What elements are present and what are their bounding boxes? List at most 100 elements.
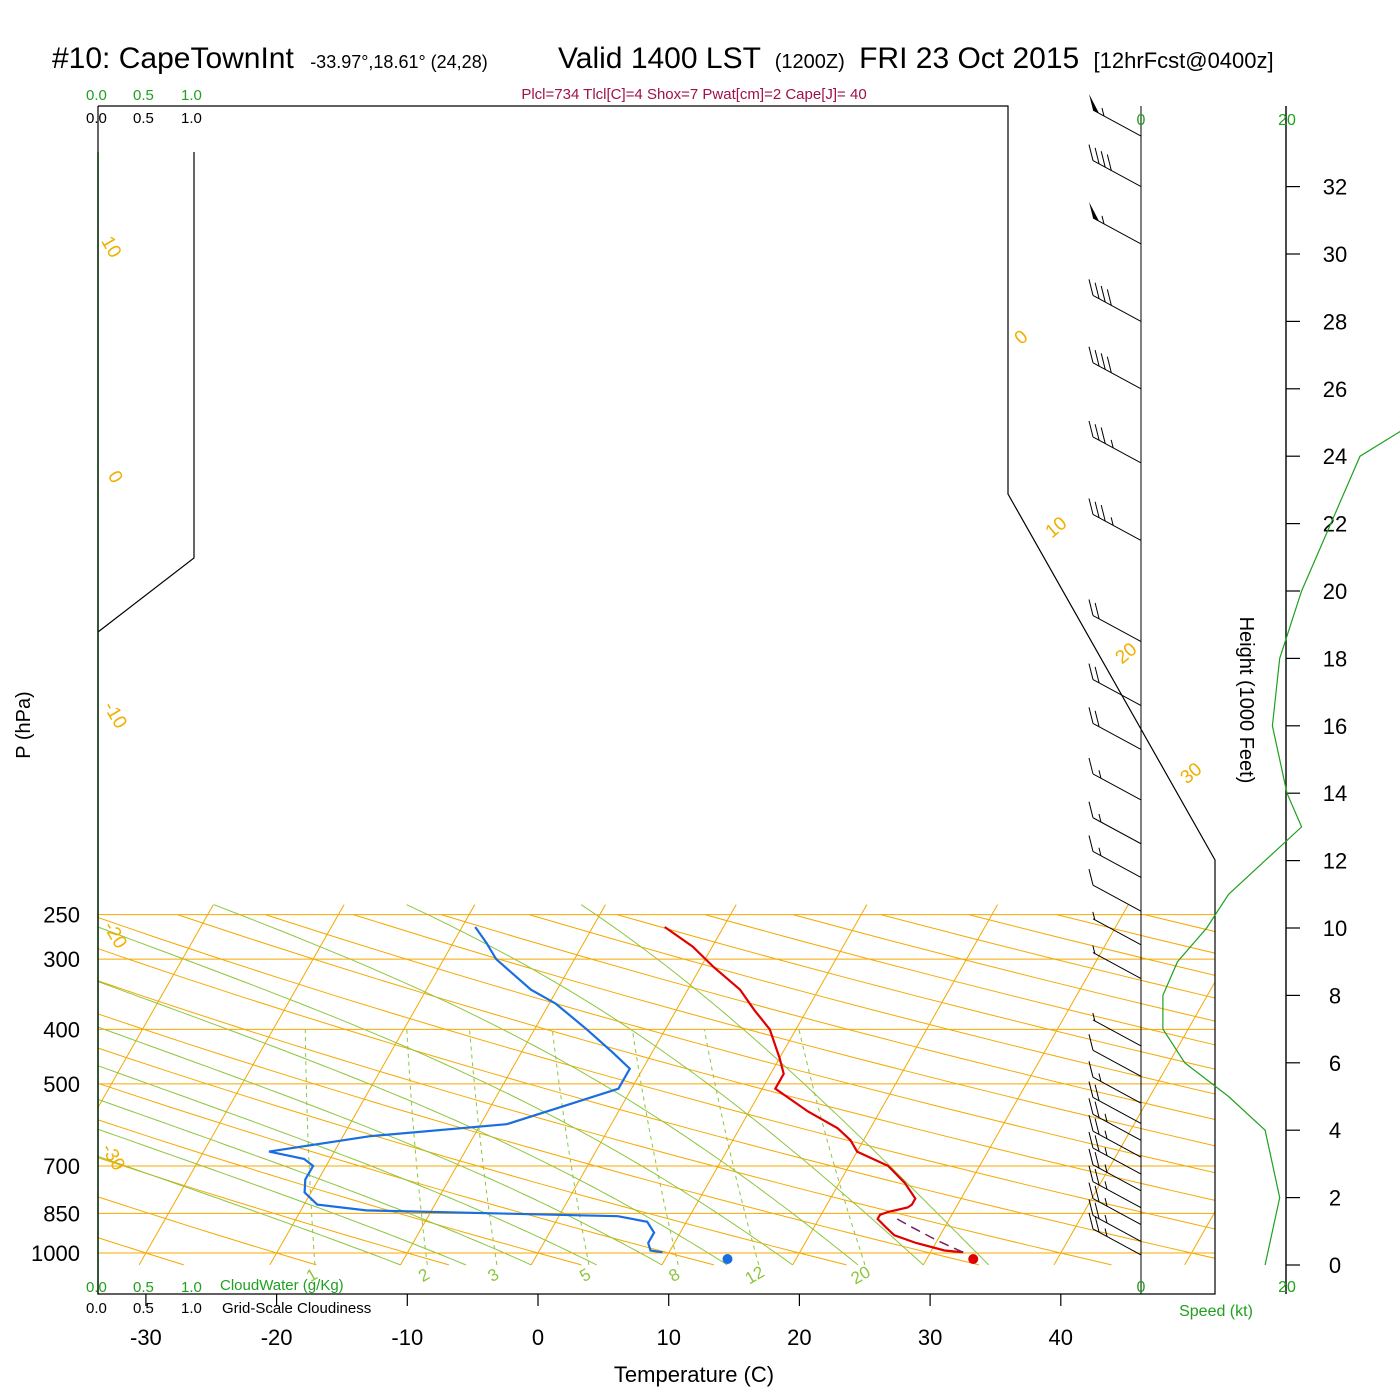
wind-barb	[1088, 1061, 1142, 1104]
wind-barb	[1088, 599, 1142, 642]
wind-barb-half-feather	[1104, 1164, 1108, 1173]
wind-barb-shaft	[1092, 362, 1142, 390]
isotherm-20	[792, 904, 999, 1266]
wind-barb-feather	[1088, 599, 1094, 616]
valid-date: FRI 23 Oct 2015	[859, 42, 1079, 75]
mixing-ratio-label: 12	[742, 1262, 768, 1288]
wind-barb	[1092, 911, 1142, 946]
wind-barb-feather	[1088, 835, 1094, 852]
dry-adiabat--10	[98, 1157, 450, 1266]
station-name: #10: CapeTownInt	[52, 42, 294, 75]
wind-barb-shaft	[1092, 514, 1142, 541]
wind-barb-half-feather	[1101, 107, 1105, 117]
cloud-green-0: 0.0	[86, 87, 107, 104]
chart-title: #10: CapeTownInt -33.97°,18.61° (24,28)	[52, 42, 488, 75]
speed-tick-label-bottom: 0	[1137, 1279, 1146, 1296]
wind-barb-feather	[1088, 869, 1094, 886]
wind-barb-shaft	[1092, 109, 1142, 137]
moist-adiabat-25	[213, 904, 859, 1266]
wind-barb-feather	[1100, 427, 1106, 444]
wind-barb	[1088, 1115, 1142, 1158]
wind-barb-shaft	[1092, 817, 1142, 845]
wind-barb-feather	[1088, 1098, 1094, 1115]
wind-barb-feather	[1088, 1165, 1094, 1182]
wind-barb	[1088, 1165, 1142, 1209]
wind-barb-feather	[1088, 1034, 1094, 1051]
isotherm-label: -30	[97, 1140, 129, 1174]
isotherm-label: 20	[1112, 639, 1142, 669]
wind-barb-half-feather	[1104, 1147, 1108, 1156]
valid-utc: (1200Z)	[775, 51, 845, 73]
dry-adiabat-150	[880, 914, 1215, 999]
mixing-ratio-lines: 1 2 3 5 8 12 20	[303, 1029, 874, 1288]
wind-barb-half-feather	[1101, 215, 1105, 224]
wind-barb-feather	[1106, 356, 1112, 373]
pressure-tick-label: 700	[43, 1154, 80, 1179]
wind-barb-half-feather	[1104, 1181, 1108, 1190]
height-tick-label: 4	[1329, 1118, 1341, 1143]
wind-barb-shaft	[1092, 1019, 1142, 1047]
wind-speed-profile	[1162, 430, 1400, 1266]
moist-adiabat-10	[98, 1026, 663, 1266]
isotherm-30	[922, 904, 1129, 1266]
pressure-tick-label: 400	[43, 1017, 80, 1042]
wind-barb	[1089, 94, 1142, 137]
temperature-line	[664, 926, 964, 1254]
wind-barb-half-feather	[1098, 847, 1102, 856]
cloud-black-b1: 0.5	[133, 1300, 154, 1317]
speed-tick-label-bottom: 20	[1278, 1279, 1296, 1296]
wind-barb-feather	[1094, 1152, 1100, 1169]
valid-time: Valid 1400 LST (1200Z) FRI 23 Oct 2015 […	[558, 42, 1274, 75]
isotherm-label: -20	[99, 918, 131, 952]
wind-barb	[1088, 1182, 1142, 1225]
isotherm-label: 10	[1042, 513, 1072, 543]
wind-barb-shaft	[1092, 436, 1142, 464]
wind-barb	[1088, 757, 1142, 801]
isotherm--30	[138, 904, 345, 1266]
wind-barb-feather	[1094, 349, 1100, 367]
mixing-ratio-label: 3	[485, 1265, 503, 1286]
mixing-ratio-line-3	[469, 1029, 498, 1265]
cloud-black-b2: 1.0	[181, 1300, 202, 1317]
mixing-ratio-line-20	[798, 1029, 866, 1266]
wind-barb-shaft	[1092, 679, 1142, 707]
x-tick-label: -30	[130, 1325, 162, 1350]
cloud-green-1: 0.5	[133, 87, 154, 104]
mixing-ratio-line-5	[551, 1029, 590, 1265]
dewpoint-line	[268, 926, 663, 1254]
wind-barb-shaft	[1092, 773, 1142, 801]
wind-barb-feather	[1094, 1202, 1100, 1219]
wind-barb-feather	[1088, 346, 1094, 363]
cloud-black-b0: 0.0	[86, 1300, 107, 1317]
x-tick-label: 10	[656, 1325, 680, 1350]
wind-barb-shaft	[1092, 1214, 1142, 1242]
isotherm-label: 0	[1011, 326, 1033, 349]
height-tick-label: 8	[1329, 983, 1341, 1008]
wind-barb-feather	[1094, 1135, 1100, 1152]
pressure-tick-label: 850	[43, 1201, 80, 1226]
x-tick-label: 30	[918, 1325, 942, 1350]
plot-border	[97, 105, 1216, 1295]
wind-barb-half-feather	[1104, 1113, 1108, 1123]
speed-axis-title: Speed (kt)	[1179, 1303, 1253, 1320]
wind-barb	[1088, 1081, 1142, 1124]
wind-barb	[1088, 663, 1142, 707]
axis-ticks: -30 -20 -10 0 10 20 30 402503004005007008501000…	[31, 106, 1347, 1350]
wind-barb-half-feather	[1104, 1228, 1108, 1237]
cloud-green-b2: 1.0	[181, 1279, 202, 1296]
wind-barb	[1092, 945, 1142, 979]
height-tick-label: 32	[1323, 175, 1347, 200]
isotherm--40	[98, 904, 214, 1109]
isotherm--10	[400, 904, 606, 1266]
wind-barb-feather	[1088, 279, 1094, 296]
wind-barb-shaft	[1092, 217, 1142, 245]
wind-barb-feather	[1094, 1101, 1100, 1118]
wind-barb	[1088, 1199, 1142, 1242]
surface-dewpoint-dot	[722, 1254, 733, 1264]
wind-barb-half-feather	[1092, 945, 1096, 954]
height-tick-label: 30	[1323, 242, 1347, 267]
height-tick-label: 26	[1323, 377, 1347, 402]
wind-barb-shaft	[1092, 1049, 1142, 1077]
wind-barb-pennant	[1089, 201, 1100, 222]
